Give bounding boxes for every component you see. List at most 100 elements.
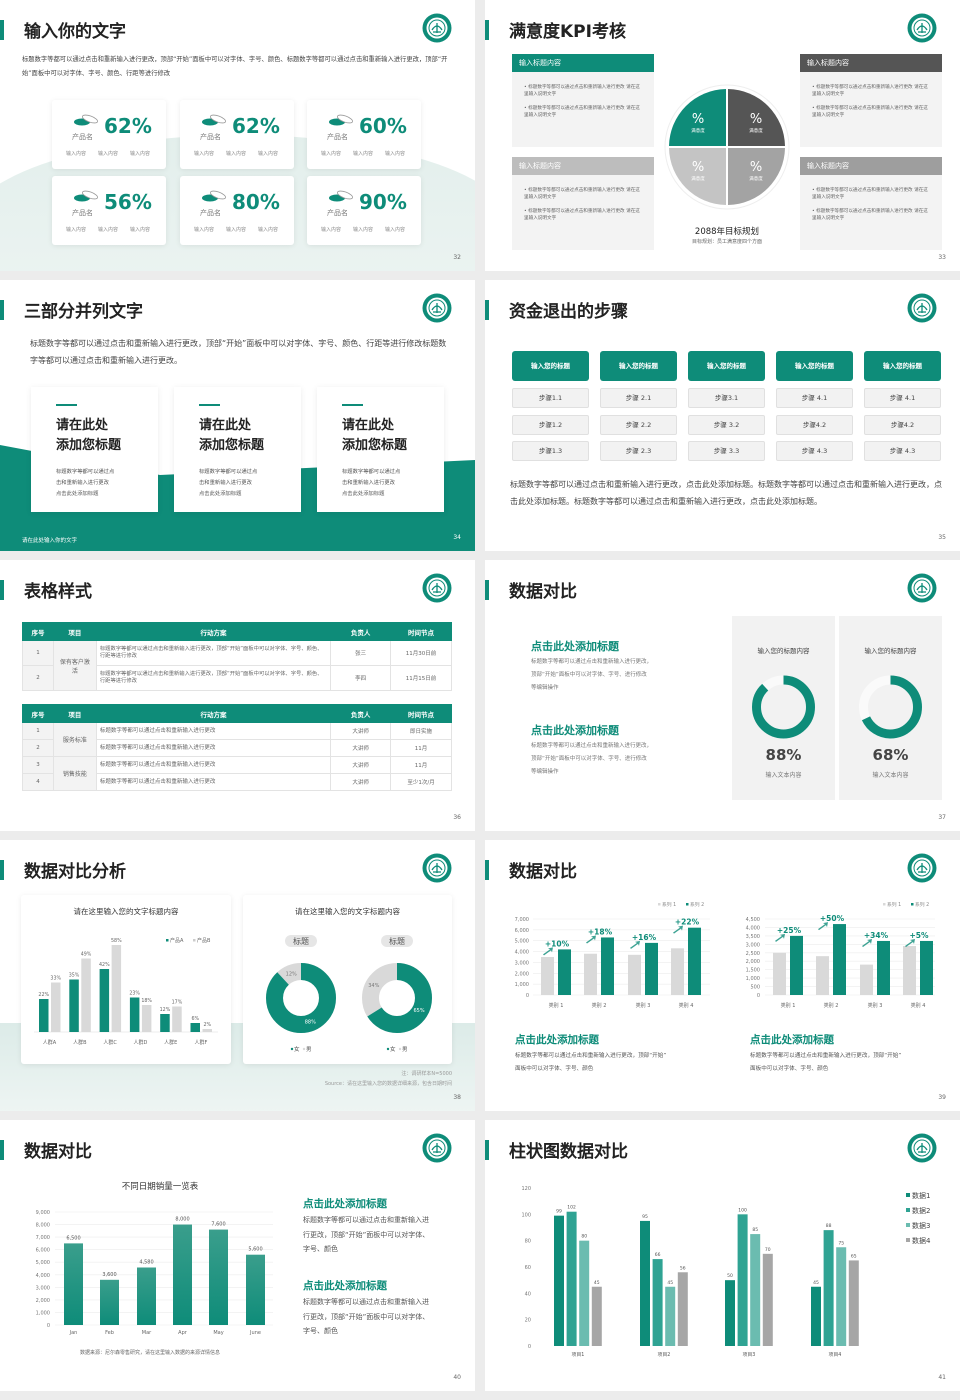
slide-32: 输入你的文字 标题数字等都可以通过点击和重新输入进行更改，顶部“开始”面板中可以… [0,0,475,271]
bullet-text: • 标题数字等都可以通过点击和重新输入进行更改 请在这里输入说明文字 [812,188,928,200]
x-tick-label: 类别 2 [592,1002,607,1009]
y-tick-label: 60 [525,1265,531,1271]
bullet-text: • 标题数字等都可以通过点击和重新输入进行更改 请在这里输入说明文字 [812,106,928,118]
card-text: 击和重新输入进行更改 [56,480,109,486]
input-label: 输入内容 [98,227,119,233]
bullet-text: • 标题数字等都可以通过点击和重新输入进行更改 请在这里输入说明文字 [812,209,928,221]
donut-chart [859,675,922,739]
column-header: 行动方案 [95,704,332,723]
percent-value: 60% [359,114,407,138]
legend-swatch [906,1193,910,1197]
block-text: 等编辑操作 [531,685,559,691]
card-text: 点击此处添加标题 [56,491,99,497]
column-header: 时间节点 [390,622,452,641]
page-number: 39 [938,1094,946,1101]
step-item: 步骤4.2 [864,414,941,435]
legend-label: 系列 2 [915,901,929,908]
percent-value: 90% [359,190,407,214]
card-title-line1: 请在此处 [199,418,252,433]
card-text: 击和重新输入进行更改 [199,480,252,486]
slide-title: 满意度KPI考核 [509,22,626,42]
arrow-up-icon [862,938,872,947]
product-name: 产品名 [200,133,221,141]
bar-data-label: 70 [765,1247,771,1253]
y-tick-label: 9,000 [36,1210,50,1216]
legend-dot [398,1047,402,1051]
page-number: 34 [453,534,461,541]
bar-data-label: 42% [99,962,110,968]
y-tick-label: 7,000 [515,917,529,923]
bar-data-label: 6% [191,1016,199,1022]
block-heading: 点击此处添加标题 [531,640,619,653]
legend-label: 数据2 [912,1206,930,1215]
bar [554,1215,564,1346]
pill-icon [73,188,99,207]
column-header: 时间节点 [390,704,452,723]
bar [558,949,571,995]
donut-slice [362,963,432,1033]
input-label: 输入内容 [130,227,151,233]
page-number: 33 [938,254,946,261]
step-item: 步骤1.1 [512,388,589,408]
emblem-logo-icon [422,293,452,323]
x-tick-label: Jan [69,1330,78,1336]
block-text: 标题数字等都可以通过点击和重新输入进行更改， [531,659,653,665]
title-marker [0,1140,4,1160]
bar [64,1243,83,1325]
pill-icon [328,188,354,207]
bar [173,1224,192,1325]
step-item: 步骤 2.2 [600,414,677,435]
input-label: 输入内容 [258,227,279,233]
block-text: 等编辑操作 [531,769,559,775]
emblem-logo-icon [422,573,452,603]
bar [566,1211,577,1346]
bar-chart-card [21,895,231,1064]
s41-chart: 0 20 40 60 80 100 120 99 102 80 45 项目1 95 66 45 56 项目2 50… [521,1186,931,1358]
quadrant-value: % [692,160,704,175]
slide-title: 柱状图数据对比 [509,1142,628,1162]
bar-data-label: 23% [129,991,140,997]
slide-37: 数据对比 37 点击此处添加标题 标题数字等都可以通过点击和重新输入进行更改， 顶部… [485,560,960,831]
owner-cell: 李四 [330,665,392,691]
bar [69,979,79,1032]
bar [640,1220,650,1346]
slide-33: 满意度KPI考核 %%满意度%%满意度%%满意度%%满意度 2088年目标规划 … [485,0,960,271]
x-tick-label: Apr [178,1330,188,1336]
row-number: 1 [22,640,54,666]
bullet-text: • 标题数字等都可以通过点击和重新输入进行更改 请在这里输入说明文字 [524,85,640,97]
slide-41: 柱状图数据对比 0 20 40 60 80 100 120 99 102 80 45 项目1 95 66 4… [485,1120,960,1391]
slide-title: 数据对比 [509,862,577,882]
y-tick-label: 6,000 [515,928,529,934]
slide-36: 表格样式 36 序号 项目 行动方案 负责人 时间节点 1 保有客户激活 标题数字等都可以通过… [0,560,475,831]
bar-data-label: 7,600 [211,1222,225,1228]
input-label: 输入内容 [321,227,342,233]
percent-value: 62% [232,114,280,138]
growth-annotation: +10% [545,939,570,948]
bar-data-label: 49% [81,952,92,958]
donut-tag: 标题 [389,936,405,946]
step-column-header: 输入您的标题 [600,351,677,381]
owner-cell: 张三 [330,640,392,666]
deadline-cell: 11月 [390,739,452,757]
title-marker [0,860,4,880]
quadrant-value: % [692,112,704,127]
input-label: 输入内容 [98,151,119,157]
bar [129,997,140,1032]
pie-quadrant [669,89,726,146]
slide-35: 资金退出的步骤 标题数字等都可以通过点击和重新输入进行更改，点击此处添加标题。标… [485,280,960,551]
step-column-header: 输入您的标题 [512,351,589,381]
y-tick-label: 40 [525,1291,531,1297]
action-table: 序号 项目 行动方案 负责人 时间节点 1 保有客户激活 标题数字等都可以通过点击和重新输入进… [22,622,452,691]
emblem-logo-icon [422,13,452,43]
donut-fill [859,675,922,739]
column-header: 项目 [52,704,97,723]
pill-icon [73,112,99,131]
table-row: 1 保有客户激活 标题数字等都可以通过点击和重新输入进行更改，顶部“开始”面板中可以… [22,640,452,691]
legend-label: 女 [390,1045,396,1053]
bar [762,1253,773,1346]
bar [920,940,933,995]
bar [652,1259,663,1346]
step-column-header: 输入您的标题 [776,351,853,381]
x-tick-label: 项目3 [743,1352,756,1358]
block-text: 行更改，顶部“开始”面板中可以对字体、 [303,1230,430,1239]
